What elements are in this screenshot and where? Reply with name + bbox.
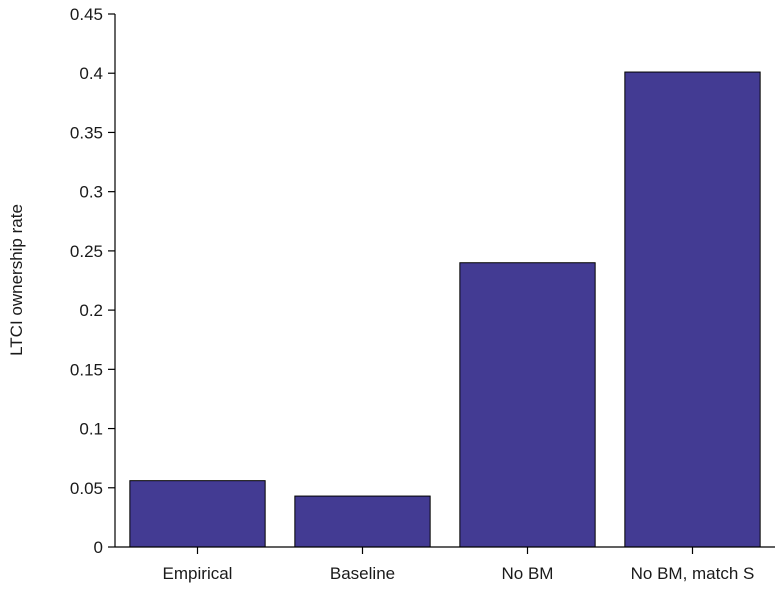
- y-tick-label: 0.05: [70, 479, 103, 498]
- y-tick-label: 0.45: [70, 5, 103, 24]
- bars-group: [129, 71, 761, 548]
- x-axis: Empirical Baseline No BM No BM, match S: [115, 546, 775, 583]
- y-tick-label: 0: [94, 538, 103, 557]
- x-tick-label: No BM: [502, 564, 554, 583]
- y-axis-title: LTCI ownership rate: [7, 204, 26, 356]
- y-tick-label: 0.2: [79, 301, 103, 320]
- y-tick-label: 0.35: [70, 123, 103, 142]
- bar-no-bm-match-s: [624, 71, 761, 548]
- y-tick-label: 0.15: [70, 360, 103, 379]
- x-tick-label: No BM, match S: [631, 564, 755, 583]
- bar-no-bm: [459, 262, 596, 548]
- y-tick-label: 0.25: [70, 242, 103, 261]
- y-tick-label: 0.4: [79, 64, 103, 83]
- x-tick-label: Empirical: [163, 564, 233, 583]
- bar-empirical: [129, 480, 266, 548]
- y-tick-label: 0.3: [79, 183, 103, 202]
- bar-baseline: [294, 495, 431, 548]
- y-axis: 0 0.05 0.1 0.15 0.2 0.25 0.3 0.35 0.4 0.45: [70, 5, 116, 557]
- x-tick-label: Baseline: [330, 564, 395, 583]
- y-tick-label: 0.1: [79, 420, 103, 439]
